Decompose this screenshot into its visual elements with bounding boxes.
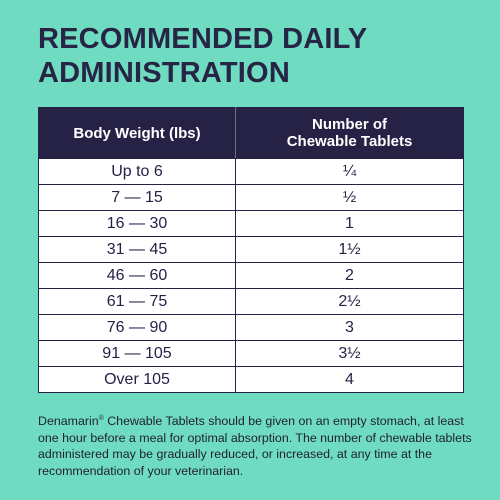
tablets-cell: 1 bbox=[235, 210, 464, 237]
weight-cell: 31 — 45 bbox=[38, 236, 236, 263]
weight-cell: Over 105 bbox=[38, 366, 236, 393]
table-row: 31 — 45 1½ bbox=[38, 236, 464, 263]
tablets-cell: ¼ bbox=[235, 158, 464, 185]
tablets-cell: ½ bbox=[235, 184, 464, 211]
tablets-cell: 1½ bbox=[235, 236, 464, 263]
page-title-line-2: ADMINISTRATION bbox=[38, 57, 290, 89]
table-row: Over 105 4 bbox=[38, 366, 464, 393]
table-row: 91 — 105 3½ bbox=[38, 340, 464, 367]
tablets-cell: 4 bbox=[235, 366, 464, 393]
table-row: 61 — 75 2½ bbox=[38, 288, 464, 315]
brand-name: Denamarin bbox=[38, 414, 99, 428]
weight-cell: 16 — 30 bbox=[38, 210, 236, 237]
weight-cell: 91 — 105 bbox=[38, 340, 236, 367]
weight-cell: 7 — 15 bbox=[38, 184, 236, 211]
table-header-row: Body Weight (lbs) Number of Chewable Tab… bbox=[38, 107, 464, 159]
table-row: 16 — 30 1 bbox=[38, 210, 464, 237]
weight-cell: 46 — 60 bbox=[38, 262, 236, 289]
table-row: 7 — 15 ½ bbox=[38, 184, 464, 211]
tablets-cell: 3½ bbox=[235, 340, 464, 367]
header-tablets-line-2: Chewable Tablets bbox=[286, 133, 413, 150]
dosage-table: Body Weight (lbs) Number of Chewable Tab… bbox=[38, 107, 464, 393]
page-title: RECOMMENDED DAILY ADMINISTRATION bbox=[38, 22, 478, 90]
table-row: Up to 6 ¼ bbox=[38, 158, 464, 185]
header-number-of-tablets: Number of Chewable Tablets bbox=[235, 107, 464, 159]
table-row: 76 — 90 3 bbox=[38, 314, 464, 341]
weight-cell: Up to 6 bbox=[38, 158, 236, 185]
header-tablets-line-1: Number of bbox=[312, 116, 387, 133]
tablets-cell: 2½ bbox=[235, 288, 464, 315]
table-row: 46 — 60 2 bbox=[38, 262, 464, 289]
weight-cell: 61 — 75 bbox=[38, 288, 236, 315]
header-body-weight: Body Weight (lbs) bbox=[38, 107, 236, 159]
registered-mark: ® bbox=[98, 415, 104, 422]
footnote-text: Chewable Tablets should be given on an e… bbox=[38, 414, 472, 478]
tablets-cell: 3 bbox=[235, 314, 464, 341]
administration-footnote: Denamarin® Chewable Tablets should be gi… bbox=[38, 413, 484, 479]
page-title-line-1: RECOMMENDED DAILY bbox=[38, 23, 368, 55]
tablets-cell: 2 bbox=[235, 262, 464, 289]
weight-cell: 76 — 90 bbox=[38, 314, 236, 341]
